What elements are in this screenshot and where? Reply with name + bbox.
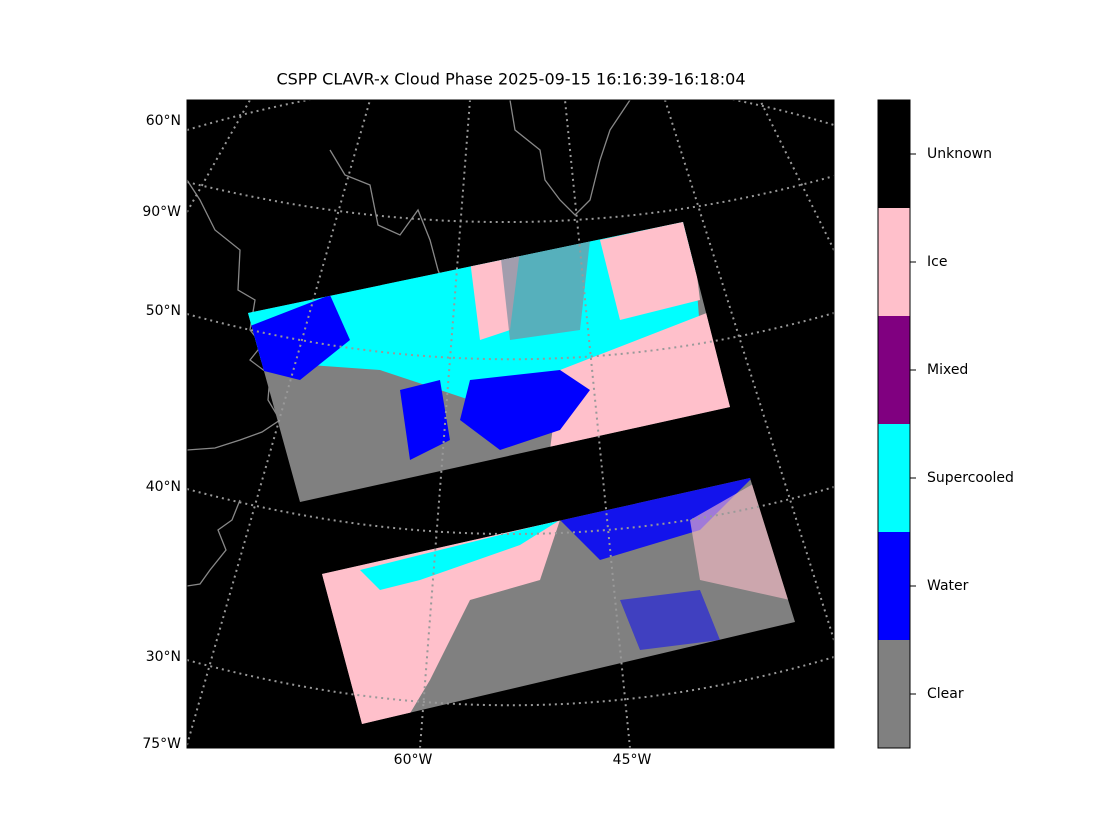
map-frame <box>186 99 835 749</box>
lat-label: 50°N <box>146 303 181 319</box>
lon-label: 45°W <box>613 752 652 768</box>
colorbar: Clear Water Supercooled Mixed Ice Unknown <box>877 99 1014 749</box>
colorbar-label: Mixed <box>927 362 968 378</box>
colorbar-segment <box>878 316 910 424</box>
colorbar-segment <box>878 640 910 748</box>
colorbar-segment <box>878 424 910 532</box>
colorbar-frame <box>877 99 911 749</box>
graticule <box>187 100 834 748</box>
lon-label: 90°W <box>142 204 181 220</box>
lat-label: 60°N <box>146 113 181 129</box>
colorbar-label: Unknown <box>927 146 992 162</box>
colorbar-label: Supercooled <box>927 470 1014 486</box>
colorbar-label: Water <box>927 578 969 594</box>
colorbar-label: Clear <box>927 686 964 702</box>
lon-label: 60°W <box>394 752 433 768</box>
colorbar-segment <box>878 208 910 316</box>
lat-label: 40°N <box>146 479 181 495</box>
map <box>187 100 834 748</box>
colorbar-segment <box>878 100 910 208</box>
colorbar-segment <box>878 532 910 640</box>
lon-label: 75°W <box>142 736 181 752</box>
title: CSPP CLAVR-x Cloud Phase 2025-09-15 16:1… <box>276 70 745 89</box>
lat-label: 30°N <box>146 649 181 665</box>
colorbar-label: Ice <box>927 254 947 270</box>
